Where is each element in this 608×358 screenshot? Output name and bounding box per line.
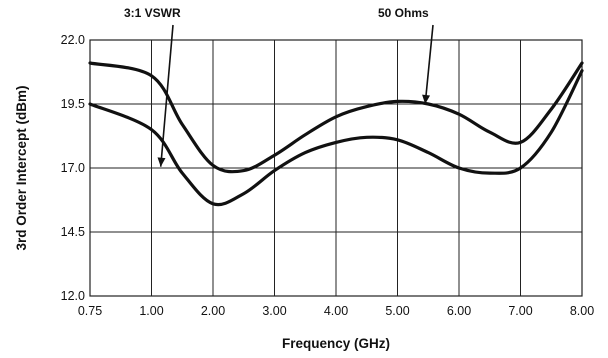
x-tick-label: 0.75 [78, 304, 102, 318]
annotation-arrow [159, 24, 174, 167]
x-tick-label: 5.00 [385, 304, 409, 318]
x-tick-label: 2.00 [201, 304, 225, 318]
x-tick-label: 4.00 [324, 304, 348, 318]
x-tick-label: 7.00 [508, 304, 532, 318]
series-line-50-ohms [88, 61, 584, 174]
x-tick-labels: 0.75 1.00 2.00 3.00 4.00 5.00 6.00 7.00 8.00 [78, 304, 594, 318]
x-tick-label: 1.00 [139, 304, 163, 318]
annotation-label: 50 Ohms [378, 6, 429, 20]
y-tick-label: 17.0 [61, 161, 85, 175]
gridlines [90, 39, 583, 297]
y-tick-label: 19.5 [61, 97, 85, 111]
y-tick-label: 14.5 [61, 225, 85, 239]
x-axis-title: Frequency (GHz) [282, 336, 390, 351]
annotation-label: 3:1 VSWR [124, 6, 181, 20]
annotations: 3:1 VSWR 50 Ohms [124, 6, 434, 167]
annotation-arrowhead [157, 157, 166, 167]
x-tick-label: 8.00 [570, 304, 594, 318]
x-tick-label: 3.00 [262, 304, 286, 318]
series-line-3-1-vswr [88, 69, 584, 207]
plot-frame [89, 39, 583, 297]
y-axis-title: 3rd Order Intercept (dBm) [14, 85, 29, 250]
x-tick-label: 6.00 [447, 304, 471, 318]
series-lines [88, 61, 584, 207]
annotation-arrowhead [422, 94, 431, 104]
y-tick-label: 12.0 [61, 289, 85, 303]
annotation-arrow [424, 24, 434, 105]
y-tick-label: 22.0 [61, 33, 85, 47]
y-tick-labels: 12.0 14.5 17.0 19.5 22.0 [61, 33, 85, 303]
